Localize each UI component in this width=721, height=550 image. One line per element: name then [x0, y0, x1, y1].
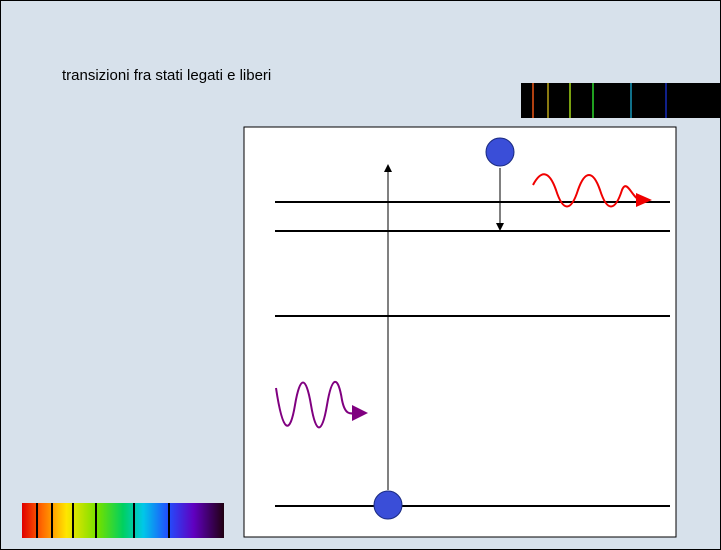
page: transizioni fra stati legati e liberi [0, 0, 721, 550]
electron-free [486, 138, 514, 166]
diagram-box [244, 127, 676, 537]
slide: transizioni fra stati legati e liberi [0, 0, 721, 550]
absorption-spectrum [22, 503, 224, 538]
slide-title: transizioni fra stati legati e liberi [62, 67, 271, 84]
electron-ground [374, 491, 402, 519]
emission-spectrum [521, 83, 721, 118]
